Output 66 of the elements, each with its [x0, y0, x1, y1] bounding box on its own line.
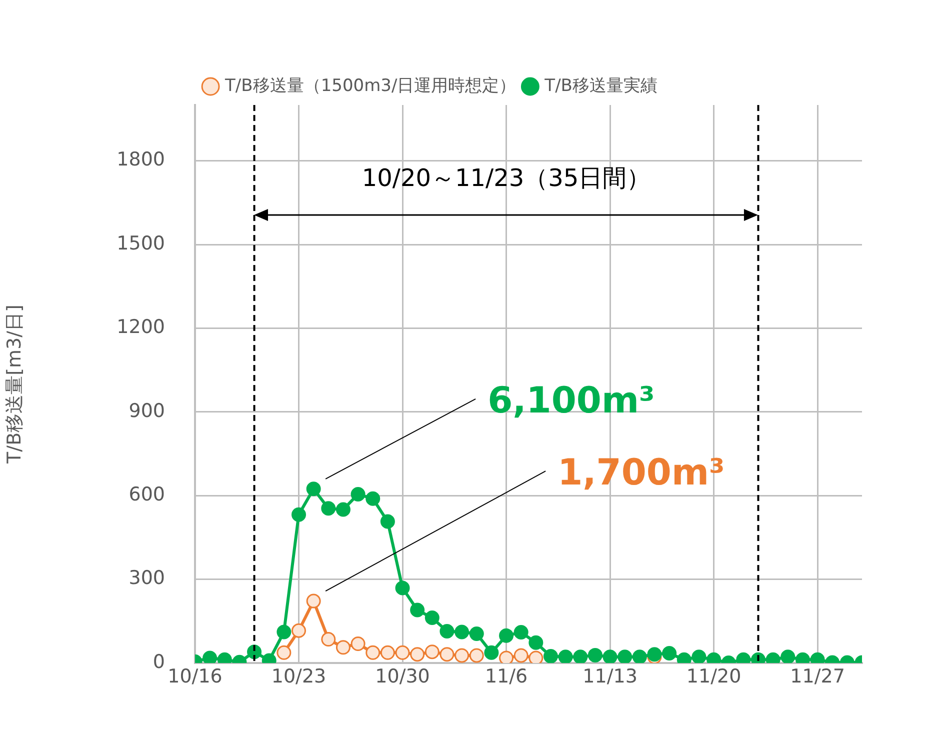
point	[454, 648, 470, 663]
point	[366, 645, 380, 660]
y-tick-label: 0	[152, 650, 165, 673]
point	[499, 650, 514, 663]
point	[336, 502, 350, 517]
annotation: 6,100m³	[488, 380, 655, 422]
point	[276, 645, 292, 660]
point	[454, 624, 470, 640]
x-tick-label: 10/16	[168, 665, 222, 688]
legend-label: T/B移送量実績	[544, 76, 658, 96]
point	[410, 647, 425, 662]
point	[780, 650, 796, 663]
point	[410, 602, 425, 618]
point	[528, 635, 544, 650]
point	[573, 650, 588, 663]
point	[306, 594, 321, 608]
x-tick-label: 10/23	[271, 665, 326, 688]
point	[469, 626, 484, 641]
y-axis-title: T/B移送量[m3/日]	[3, 304, 26, 464]
point	[306, 482, 321, 496]
y-tick-label: 1800	[116, 148, 165, 171]
point	[692, 650, 706, 663]
legend-label: T/B移送量（1500m3/日運用時想定）	[224, 76, 516, 96]
point	[484, 645, 499, 660]
x-tick-label: 11/27	[790, 665, 845, 688]
point	[632, 650, 647, 663]
point	[276, 624, 292, 640]
point	[321, 501, 336, 516]
point	[336, 640, 350, 655]
y-tick-label: 300	[128, 567, 165, 590]
x-tick-label: 11/13	[582, 665, 638, 688]
point	[366, 491, 380, 506]
point	[292, 507, 306, 522]
y-tick-label: 1500	[116, 232, 165, 254]
point	[588, 648, 602, 662]
x-tick-label: 10/30	[375, 665, 430, 688]
x-tick-label: 11/20	[686, 665, 742, 688]
point	[292, 623, 306, 638]
point	[440, 647, 454, 662]
point	[350, 486, 366, 502]
y-tick-label: 1200	[116, 316, 165, 338]
point	[395, 645, 410, 660]
y-tick-label: 600	[128, 484, 165, 506]
point	[499, 628, 514, 643]
y-tick-label: 900	[128, 400, 165, 422]
annotation: 10/20～11/23（35日間）	[362, 164, 651, 192]
point	[395, 580, 410, 596]
annotation: 1,700m³	[558, 452, 725, 494]
point	[350, 636, 366, 651]
point	[202, 650, 218, 663]
point	[558, 650, 573, 663]
point	[424, 610, 440, 626]
point	[380, 514, 395, 529]
point	[440, 624, 454, 638]
point	[662, 646, 677, 660]
point	[469, 648, 484, 663]
point	[380, 645, 395, 660]
point	[528, 650, 544, 663]
point	[321, 632, 336, 647]
point	[514, 648, 528, 663]
point	[514, 625, 528, 640]
x-tick-label: 11/6	[484, 665, 528, 688]
point	[602, 650, 618, 663]
point	[543, 649, 558, 663]
point	[424, 644, 440, 660]
point	[618, 650, 632, 663]
